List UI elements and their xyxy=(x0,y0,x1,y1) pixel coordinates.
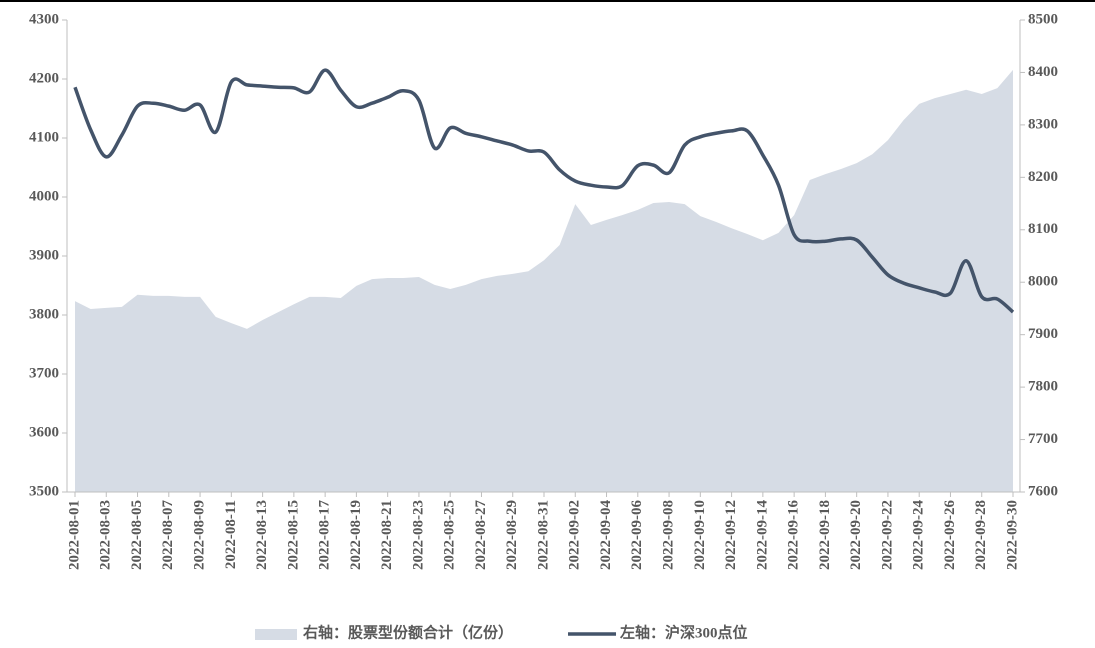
x-tick-label: 2022-08-29 xyxy=(504,500,520,570)
x-tick-label: 2022-08-03 xyxy=(98,500,114,570)
x-tick-label: 2022-08-13 xyxy=(254,500,270,570)
x-tick-label: 2022-09-28 xyxy=(973,500,989,570)
x-tick-label: 2022-08-05 xyxy=(129,500,145,570)
y2-tick-label: 8200 xyxy=(1028,169,1058,185)
y2-tick-label: 8500 xyxy=(1028,11,1058,27)
x-tick-label: 2022-08-07 xyxy=(160,500,176,570)
x-tick-label: 2022-09-12 xyxy=(723,500,739,570)
y-tick-label: 3800 xyxy=(29,306,59,322)
y2-tick-label: 8400 xyxy=(1028,64,1058,80)
x-tick-label: 2022-09-14 xyxy=(754,500,770,570)
y2-tick-label: 8300 xyxy=(1028,116,1058,132)
x-tick-label: 2022-09-02 xyxy=(567,500,583,570)
x-tick-label: 2022-08-31 xyxy=(535,500,551,570)
x-tick-label: 2022-09-16 xyxy=(786,500,802,570)
area xyxy=(75,69,1013,493)
x-tick-label: 2022-09-26 xyxy=(942,500,958,570)
legend-swatch xyxy=(255,629,297,640)
y-tick-label: 4200 xyxy=(29,70,59,86)
x-tick-label: 2022-08-21 xyxy=(379,500,395,570)
x-tick-label: 2022-08-09 xyxy=(192,500,208,570)
x-tick-label: 2022-08-27 xyxy=(473,500,489,570)
y2-tick-label: 7900 xyxy=(1028,326,1058,342)
x-tick-label: 2022-09-10 xyxy=(692,500,708,570)
y2-tick-label: 7600 xyxy=(1028,483,1058,499)
y2-tick-label: 8000 xyxy=(1028,274,1058,290)
x-tick-label: 2022-09-30 xyxy=(1004,500,1020,570)
x-tick-label: 2022-08-01 xyxy=(66,500,82,570)
y2-tick-label: 7700 xyxy=(1028,431,1058,447)
x-tick-label: 2022-09-06 xyxy=(629,500,645,570)
x-tick-label: 2022-09-20 xyxy=(848,500,864,570)
x-tick-label: 2022-08-25 xyxy=(442,500,458,570)
x-tick-label: 2022-08-11 xyxy=(223,500,239,569)
y-tick-label: 3500 xyxy=(29,483,59,499)
y-tick-label: 4300 xyxy=(29,11,59,27)
y-tick-label: 3700 xyxy=(29,365,59,381)
legend-label: 右轴：股票型份额合计（亿份） xyxy=(303,623,513,641)
y-tick-label: 3600 xyxy=(29,424,59,440)
x-tick-label: 2022-09-24 xyxy=(911,500,927,570)
line xyxy=(73,68,1015,314)
x-tick-label: 2022-08-15 xyxy=(285,500,301,570)
x-tick-label: 2022-09-04 xyxy=(598,500,614,570)
x-tick-label: 2022-08-19 xyxy=(348,500,364,570)
y-tick-label: 3900 xyxy=(29,247,59,263)
x-tick-label: 2022-09-18 xyxy=(817,500,833,570)
x-tick-label: 2022-09-08 xyxy=(661,500,677,570)
x-tick-label: 2022-09-22 xyxy=(879,500,895,570)
y2-tick-label: 7800 xyxy=(1028,379,1058,395)
legend-label: 左轴：沪深300点位 xyxy=(619,623,748,641)
y-tick-label: 4100 xyxy=(29,129,59,145)
x-tick-label: 2022-08-17 xyxy=(317,500,333,570)
y2-tick-label: 8100 xyxy=(1028,221,1058,237)
y-tick-label: 4000 xyxy=(29,188,59,204)
x-tick-label: 2022-08-23 xyxy=(410,500,426,570)
